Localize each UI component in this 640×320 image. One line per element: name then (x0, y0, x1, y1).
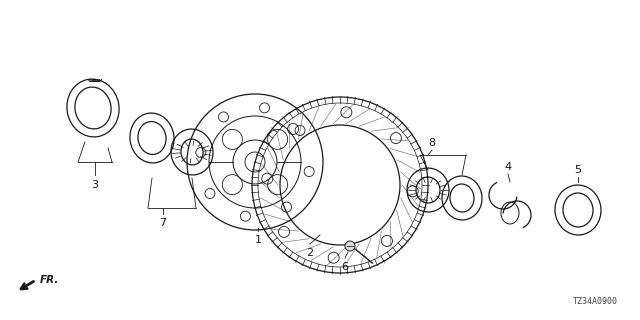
Circle shape (345, 241, 355, 251)
Text: 7: 7 (159, 218, 166, 228)
Text: TZ34A0900: TZ34A0900 (573, 297, 618, 306)
Text: 4: 4 (504, 162, 511, 172)
Text: FR.: FR. (40, 275, 60, 285)
Text: 8: 8 (428, 138, 436, 148)
Text: 3: 3 (92, 180, 99, 190)
Text: 6: 6 (342, 262, 349, 272)
Text: 1: 1 (255, 235, 262, 245)
Text: 2: 2 (307, 248, 314, 258)
Text: 5: 5 (575, 165, 582, 175)
